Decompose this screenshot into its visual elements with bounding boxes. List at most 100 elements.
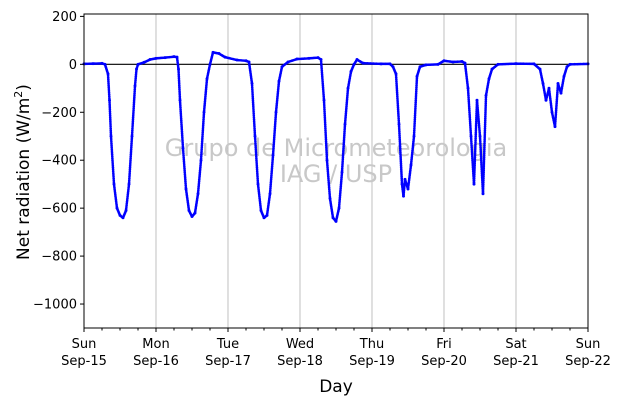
- data-point: [467, 99, 471, 103]
- data-point: [468, 112, 471, 116]
- data-point: [180, 128, 184, 132]
- data-point: [399, 156, 402, 160]
- data-point: [413, 110, 417, 114]
- data-point: [474, 139, 477, 142]
- data-point: [469, 138, 473, 142]
- data-point: [131, 121, 135, 125]
- data-point: [399, 164, 403, 167]
- data-point: [481, 186, 485, 190]
- data-point: [483, 117, 487, 120]
- data-point: [342, 148, 345, 152]
- data-point: [200, 144, 204, 147]
- data-point: [483, 119, 487, 122]
- data-point: [479, 157, 483, 160]
- data-point: [129, 158, 132, 162]
- data-point: [202, 114, 206, 118]
- data-point: [324, 128, 327, 132]
- data-point: [470, 142, 473, 145]
- data-point: [181, 137, 184, 141]
- data-point: [180, 134, 184, 137]
- data-point: [481, 182, 485, 186]
- data-point: [414, 99, 418, 102]
- data-point: [475, 116, 478, 119]
- data-point: [395, 85, 399, 89]
- data-point: [130, 144, 133, 147]
- x-axis: Sun Sep-15 Mon Sep-16 Tue Sep-17 Wed Sep-18 Thu S…: [61, 328, 611, 369]
- data-point: [472, 182, 476, 186]
- data-point: [482, 150, 486, 153]
- data-point: [178, 102, 182, 106]
- data-point: [202, 120, 205, 123]
- data-point: [484, 105, 487, 109]
- y-axis-label: Net radiation (W/m2): [12, 84, 34, 260]
- data-point: [482, 178, 485, 182]
- data-point: [177, 76, 181, 80]
- data-point: [129, 153, 133, 156]
- x-tick-label-date: Sep-16: [133, 354, 179, 369]
- data-point: [399, 162, 403, 165]
- data-point: [132, 101, 136, 104]
- data-point: [201, 127, 205, 131]
- data-point: [469, 131, 473, 134]
- data-point: [395, 81, 398, 85]
- data-point: [341, 152, 345, 156]
- data-point: [415, 80, 419, 84]
- data-point: [181, 141, 184, 144]
- data-point: [341, 159, 344, 163]
- x-tick-label-day: Sun: [576, 337, 601, 352]
- data-point: [415, 86, 418, 89]
- data-point: [466, 90, 470, 94]
- data-point: [111, 157, 114, 160]
- data-point: [182, 158, 186, 161]
- data-point: [111, 162, 115, 166]
- data-point: [109, 136, 113, 140]
- data-point: [133, 92, 136, 95]
- data-point: [479, 142, 482, 145]
- data-point: [398, 139, 402, 143]
- data-point: [342, 143, 346, 146]
- data-point: [200, 151, 203, 155]
- data-point: [395, 87, 399, 91]
- data-point: [468, 114, 472, 118]
- data-point: [484, 111, 487, 115]
- data-point: [109, 131, 113, 134]
- data-point: [397, 113, 400, 117]
- data-point: [403, 183, 406, 187]
- y-tick-label: 200: [52, 10, 77, 25]
- data-point: [482, 157, 486, 161]
- data-point: [111, 169, 115, 173]
- data-point: [112, 171, 115, 175]
- x-tick-label-day: Sun: [72, 337, 97, 352]
- data-point: [467, 96, 470, 99]
- data-point: [133, 95, 136, 99]
- data-point: [483, 123, 487, 126]
- data-point: [395, 93, 399, 96]
- data-point: [341, 161, 344, 165]
- data-point: [412, 133, 416, 136]
- data-point: [470, 140, 473, 144]
- data-point: [131, 127, 134, 131]
- data-point: [471, 157, 474, 160]
- data-point: [473, 152, 477, 155]
- data-point: [396, 106, 400, 109]
- data-point: [323, 110, 326, 113]
- data-point: [200, 140, 204, 144]
- data-point: [107, 91, 111, 95]
- data-point: [397, 119, 401, 122]
- data-point: [325, 155, 329, 158]
- data-point: [324, 127, 327, 130]
- data-point: [482, 177, 485, 180]
- data-point: [107, 82, 110, 85]
- data-point: [474, 121, 478, 125]
- data-point: [110, 140, 113, 144]
- data-point: [400, 171, 403, 175]
- data-point: [342, 135, 346, 139]
- y-tick-label: −200: [41, 106, 77, 121]
- data-point: [253, 127, 256, 131]
- data-point: [108, 98, 111, 102]
- data-points: [82, 50, 590, 223]
- data-point: [202, 122, 205, 125]
- data-point: [324, 140, 328, 143]
- data-point: [251, 93, 254, 97]
- data-point: [483, 126, 487, 130]
